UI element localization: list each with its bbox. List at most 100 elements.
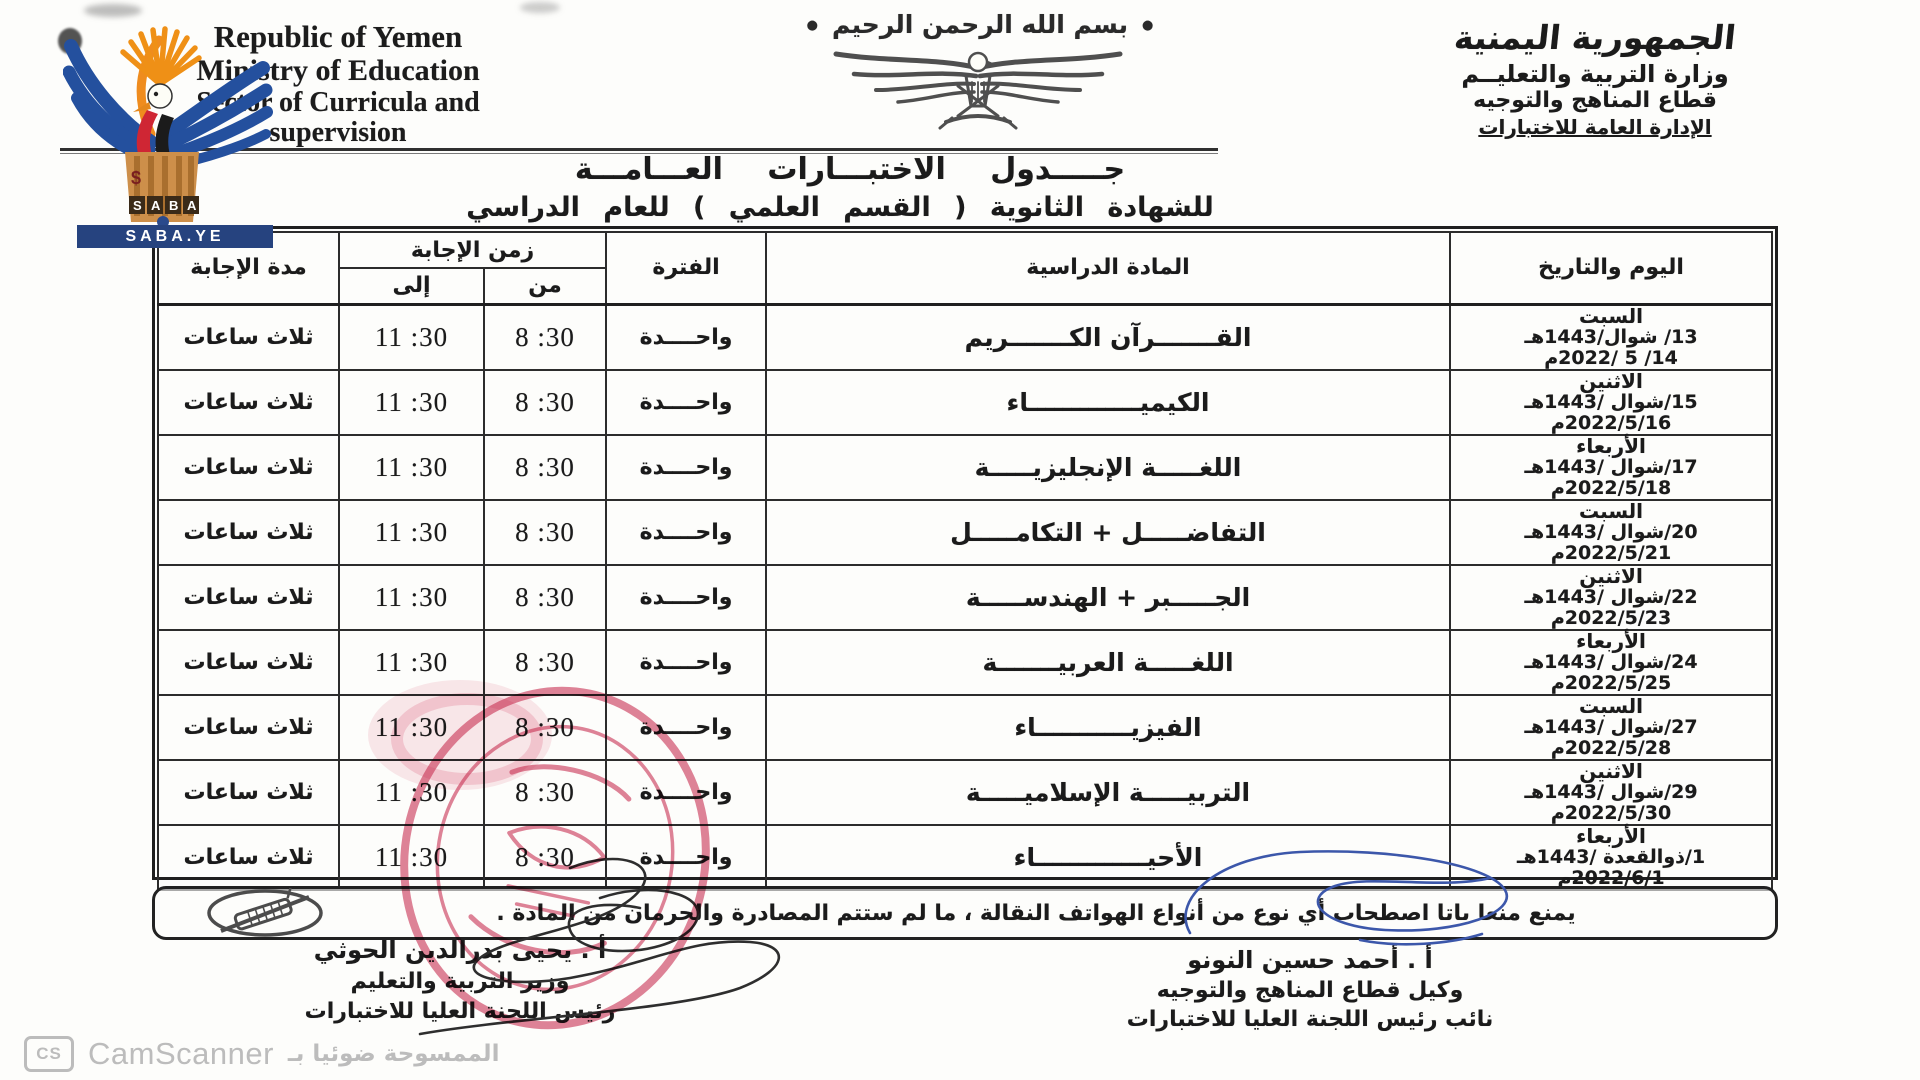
cell-time-from: 8 :30 [483, 498, 608, 566]
cell-duration: ثلاث ساعات [157, 368, 340, 436]
logo-bird-head [147, 83, 173, 109]
no-phone-icon [207, 888, 323, 937]
decor-dot: ● [1141, 18, 1154, 33]
header-divider-line [60, 148, 1218, 151]
table-row: السبت 13/ شوال/1443هـ 14/ 5 /2022م القــــ… [157, 303, 1774, 371]
cell-time-from: 8 :30 [483, 303, 608, 371]
svg-text:S: S [133, 198, 142, 213]
cell-time-to: 11 :30 [337, 498, 486, 566]
cell-time-to: 11 :30 [337, 433, 486, 501]
cell-day-date: الأربعاء 24/شوال /1443هـ 2022/5/25م [1449, 628, 1774, 696]
cell-subject: الكيميـــــــــــــاء [765, 368, 1452, 436]
signature-scribble-blue [1184, 850, 1509, 946]
cell-subject: اللغـــــة الإنجليزيـــــة [765, 433, 1452, 501]
ministry-heading-arabic: الجمهورية اليمنية وزارة التربية والتعليـ… [1385, 16, 1805, 140]
heading-sector-line2: supervision [269, 117, 407, 148]
camscanner-icon: CS [24, 1036, 74, 1072]
cell-duration: ثلاث ساعات [157, 563, 340, 631]
logo-dollar-mark: $ [131, 168, 141, 188]
cell-subject: الأحيـــــــــــــاء [765, 823, 1452, 891]
red-official-stamp [368, 680, 710, 1030]
cell-time-from: 8 :30 [483, 368, 608, 436]
cell-time-from: 8 :30 [483, 628, 608, 696]
logo-bird-beak [133, 102, 151, 112]
table-row: الاثنين 22/شوال /1443هـ 2022/5/23م الجــــ… [157, 563, 1774, 631]
cell-duration: ثلاث ساعات [157, 693, 340, 761]
bismillah-calligraphy: ● بسم الله الرحمن الرحيم ● [790, 10, 1170, 39]
cell-time-to: 11 :30 [337, 563, 486, 631]
cell-subject: التفاضـــــل + التكامـــــل [765, 498, 1452, 566]
cell-time-from: 8 :30 [483, 563, 608, 631]
signatory-role: نائب رئيس اللجنة العليا للاختبارات [1126, 1007, 1494, 1032]
col-header-subject: المادة الدراسية [765, 231, 1452, 306]
logo-saba-letters: S A B A [129, 196, 199, 214]
exam-schedule-table: اليوم والتاريخ المادة الدراسية الفترة زم… [152, 226, 1778, 891]
eagle-head [967, 51, 989, 73]
cell-subject: الجـــــبر + الهندســـــة [765, 563, 1452, 631]
cell-day-date: السبت 27/شوال /1443هـ 2022/5/28م [1449, 693, 1774, 761]
signature-scribble-black [418, 857, 781, 1036]
cell-period: واحــــدة [605, 433, 768, 501]
cell-time-from: 8 :30 [483, 433, 608, 501]
cell-period: واحــــدة [605, 368, 768, 436]
heading-ministry-arabic: وزارة التربية والتعليــم [1461, 60, 1729, 88]
header-divider-line-echo [60, 153, 1218, 154]
camscanner-watermark: CS CamScanner الممسوحة ضوئيا بـ [24, 1036, 499, 1072]
note-text: يمنع منعا باتا اصطحاب أي نوع من أنواع ال… [496, 900, 1576, 926]
cell-subject: القـــــــرآن الكـــــــريم [765, 303, 1452, 371]
cell-duration: ثلاث ساعات [157, 433, 340, 501]
signature-block-right: أ . أحمد حسين النونو وكيل قطاع المناهج و… [1050, 944, 1570, 1034]
scan-smudge [84, 4, 142, 17]
bismillah-text: بسم الله الرحمن الرحيم [832, 10, 1128, 39]
heading-sector-arabic: قطاع المناهج والتوجيه [1473, 88, 1717, 113]
saba-ye-banner: SABA.YE [77, 225, 273, 248]
table-row: الأربعاء 17/شوال /1443هـ 2022/5/18م اللغــ… [157, 433, 1774, 501]
cell-period: واحــــدة [605, 498, 768, 566]
col-header-period: الفترة [605, 231, 768, 306]
heading-republic-of-yemen: Republic of Yemen [213, 19, 463, 54]
col-header-day-date: اليوم والتاريخ [1449, 231, 1774, 306]
table-row: الأربعاء 1/ذوالقعدة /1443هـ 2022/6/1م الأح… [157, 823, 1774, 891]
cell-day-date: الأربعاء 17/شوال /1443هـ 2022/5/18م [1449, 433, 1774, 501]
logo-crest-fan [120, 26, 202, 87]
cell-duration: ثلاث ساعات [157, 303, 340, 371]
scan-smudge [520, 2, 560, 13]
cell-duration: ثلاث ساعات [157, 498, 340, 566]
saba-agency-logo: $ S A B A [63, 26, 273, 226]
cell-period: واحــــدة [605, 628, 768, 696]
cell-day-date: السبت 13/ شوال/1443هـ 14/ 5 /2022م [1449, 303, 1774, 371]
ministry-heading-english: Republic of Yemen Ministry of Education … [118, 20, 558, 148]
schedule-title-line1: جـــــدول الاختبـــارات العـــامـــة [574, 152, 1126, 187]
cell-duration: ثلاث ساعات [157, 628, 340, 696]
cell-duration: ثلاث ساعات [157, 758, 340, 826]
col-header-answer-time: زمن الإجابة [337, 231, 608, 269]
col-header-from: من [483, 267, 608, 306]
cell-day-date: الاثنين 22/شوال /1443هـ 2022/5/23م [1449, 563, 1774, 631]
heading-exams-admin-arabic: الإدارة العامة للاختبارات [1478, 115, 1712, 139]
cell-duration: ثلاث ساعات [157, 823, 340, 891]
cell-day-date: الاثنين 29/شوال /1443هـ 2022/5/30م [1449, 758, 1774, 826]
cell-subject: التربيـــــة الإسلاميـــــة [765, 758, 1452, 826]
table-row: السبت 20/شوال /1443هـ 2022/5/21م التفاضـــ… [157, 498, 1774, 566]
table-row: الاثنين 15/شوال /1443هـ 2022/5/16م الكيميـ… [157, 368, 1774, 436]
signatory-name: أ . أحمد حسين النونو [1187, 946, 1433, 974]
camscanner-brand-text: CamScanner [88, 1036, 274, 1071]
cell-day-date: الاثنين 15/شوال /1443هـ 2022/5/16م [1449, 368, 1774, 436]
table-row: الأربعاء 24/شوال /1443هـ 2022/5/25م اللغــ… [157, 628, 1774, 696]
cell-day-date: الأربعاء 1/ذوالقعدة /1443هـ 2022/6/1م [1449, 823, 1774, 891]
cell-subject: اللغـــــة العربيـــــــة [765, 628, 1452, 696]
cell-day-date: السبت 20/شوال /1443هـ 2022/5/21م [1449, 498, 1774, 566]
cell-subject: الفيزيـــــــــــاء [765, 693, 1452, 761]
col-header-to: إلى [337, 267, 486, 306]
cell-period: واحــــدة [605, 303, 768, 371]
yemen-eagle-emblem [833, 51, 1123, 130]
cell-time-to: 11 :30 [337, 368, 486, 436]
cell-period: واحــــدة [605, 563, 768, 631]
signatory-role: وكيل قطاع المناهج والتوجيه [1156, 978, 1464, 1003]
saba-ye-label: SABA.YE [125, 227, 225, 245]
eagle-beak [986, 60, 995, 68]
camscanner-arabic-text: الممسوحة ضوئيا بـ [287, 1041, 500, 1067]
signatory-role: رئيس اللجنة العليا للاختبارات [304, 999, 616, 1024]
table-row: السبت 27/شوال /1443هـ 2022/5/28م الفيزيـــ… [157, 693, 1774, 761]
